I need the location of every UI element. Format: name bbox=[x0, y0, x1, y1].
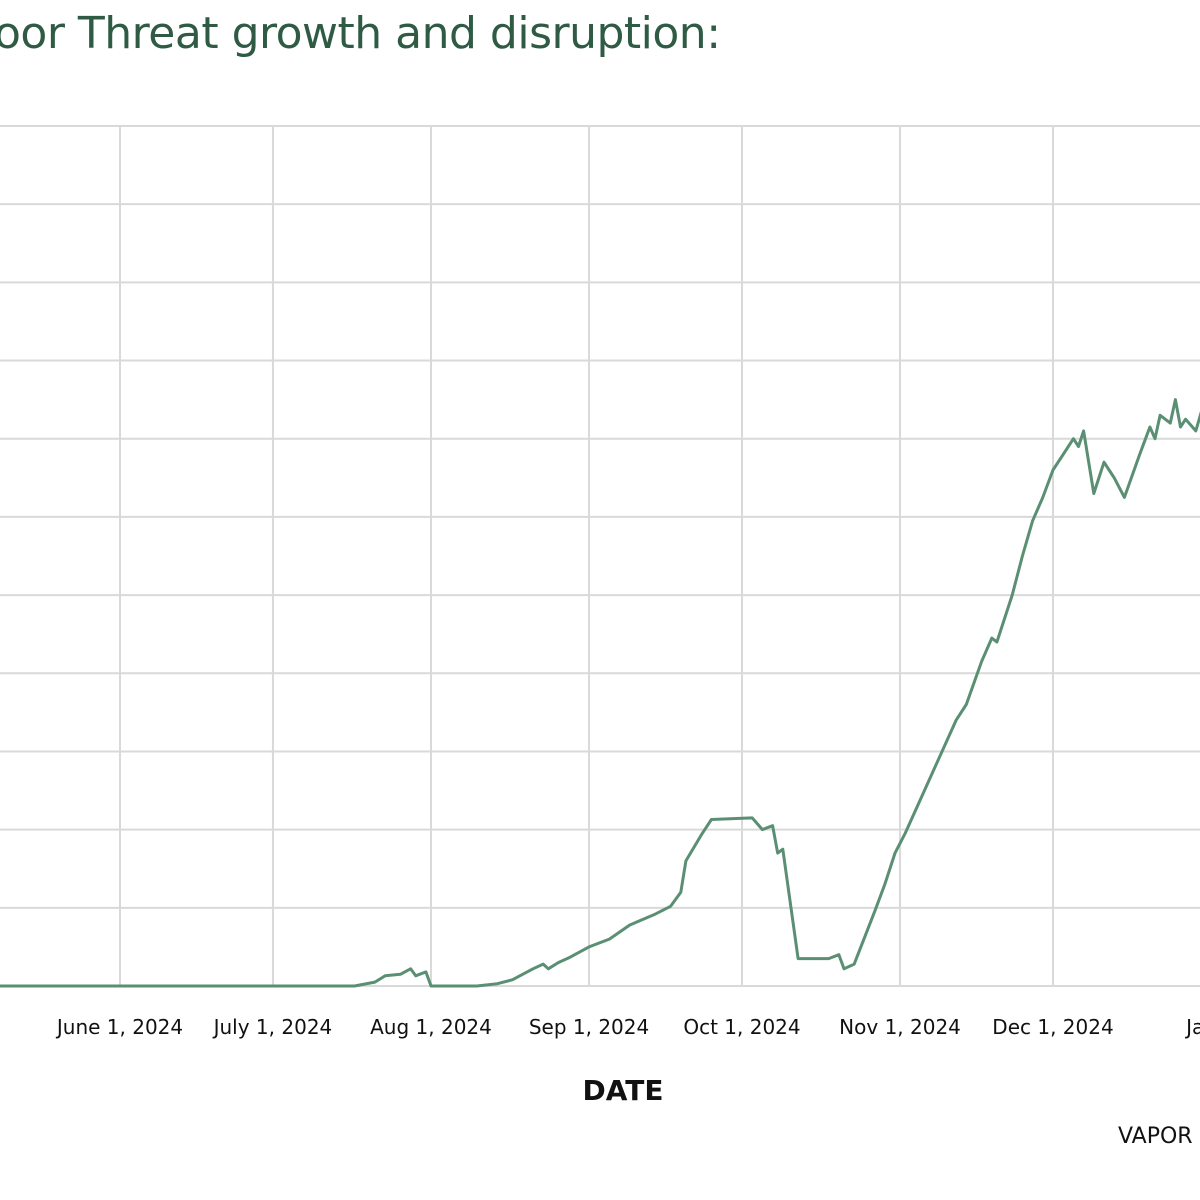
x-tick-label: Aug 1, 2024 bbox=[370, 1015, 492, 1039]
chart-grid bbox=[0, 125, 1200, 987]
x-tick-label: Sep 1, 2024 bbox=[529, 1015, 649, 1039]
x-tick-label: June 1, 2024 bbox=[55, 1015, 183, 1039]
x-tick-label: Nov 1, 2024 bbox=[839, 1015, 961, 1039]
x-tick-label: Dec 1, 2024 bbox=[992, 1015, 1113, 1039]
chart-title: oor Threat growth and disruption: bbox=[0, 8, 721, 59]
x-axis-title: DATE bbox=[582, 1074, 664, 1107]
x-tick-label: Jan 1 bbox=[1184, 1015, 1200, 1039]
series-layer bbox=[0, 398, 1200, 988]
series-line bbox=[0, 398, 1200, 988]
source-credit: VAPOR bbox=[1118, 1124, 1193, 1149]
x-tick-label: Oct 1, 2024 bbox=[683, 1015, 800, 1039]
x-tick-label: July 1, 2024 bbox=[212, 1015, 333, 1039]
